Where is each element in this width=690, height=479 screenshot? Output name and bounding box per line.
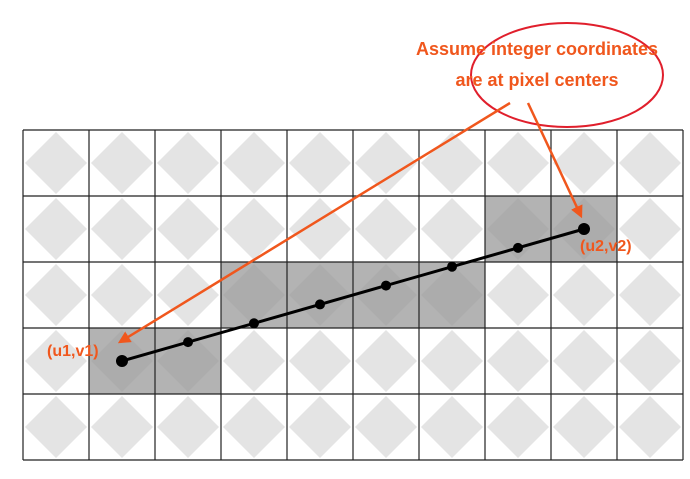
pixel-diamond: [355, 396, 417, 458]
pixel-diamond: [553, 132, 615, 194]
grid-lines: [22, 129, 684, 461]
pixel-diamond: [289, 132, 351, 194]
start-point-label: (u1,v1): [47, 343, 99, 360]
end-point: [578, 223, 590, 235]
pixel-diamond: [25, 264, 87, 326]
pixel-diamond: [619, 330, 681, 392]
pixel-diamond: [223, 396, 285, 458]
pixel-diamond: [289, 198, 351, 260]
pixel-diamond: [487, 132, 549, 194]
pixel-diamond: [487, 264, 549, 326]
pixel-diamond: [619, 198, 681, 260]
pixel-diamond: [487, 396, 549, 458]
pixel-diamond: [25, 132, 87, 194]
callout: Assume integer coordinates are at pixel …: [117, 22, 664, 344]
pixel-diamond: [553, 264, 615, 326]
pixel-diamond: [157, 132, 219, 194]
pixel-diamond: [91, 198, 153, 260]
highlighted-pixel: [353, 262, 419, 328]
end-point-label: (u2,v2): [580, 238, 632, 255]
pixel-diamond: [619, 264, 681, 326]
pixel-diamond: [223, 330, 285, 392]
pixel-diamond: [25, 330, 87, 392]
sample-point: [315, 299, 325, 310]
pixel-diamond: [223, 198, 285, 260]
pixel-diamond: [619, 396, 681, 458]
sample-point: [183, 337, 193, 348]
highlighted-pixel: [287, 262, 353, 328]
pixel-diamond: [91, 396, 153, 458]
pixel-diamond: [355, 330, 417, 392]
line-segment: [121, 227, 585, 363]
pixel-diamond: [553, 396, 615, 458]
pixel-diamond: [421, 330, 483, 392]
annotation-line-1: Assume integer coordinates: [416, 39, 658, 59]
pixel-diamond: [223, 132, 285, 194]
sample-points: [116, 223, 590, 367]
pixel-diamond: [25, 198, 87, 260]
sample-point: [249, 318, 259, 329]
pixel-diamond: [355, 198, 417, 260]
callout-ring: [470, 22, 664, 128]
pixel-diamond: [487, 330, 549, 392]
pixel-diamond: [157, 396, 219, 458]
sample-point: [381, 280, 391, 291]
sample-point: [513, 242, 523, 253]
start-point: [116, 355, 128, 367]
pixel-diamond: [157, 198, 219, 260]
pixel-diamond: [421, 396, 483, 458]
pixel-diamond: [289, 330, 351, 392]
sample-point: [447, 261, 457, 272]
annotation-line-2: are at pixel centers: [455, 70, 618, 90]
pixel-diamond: [25, 396, 87, 458]
rasterized-line: [121, 227, 585, 363]
pixel-diamond: [91, 132, 153, 194]
callout-arrow-to-end: [526, 102, 583, 219]
pixel-diamond: [553, 330, 615, 392]
pixel-diamond: [289, 396, 351, 458]
callout-arrow-to-start: [117, 101, 511, 344]
pixel-diamond: [421, 198, 483, 260]
pixel-diamond: [619, 132, 681, 194]
pixel-diamond: [91, 264, 153, 326]
pixel-diamond: [355, 132, 417, 194]
